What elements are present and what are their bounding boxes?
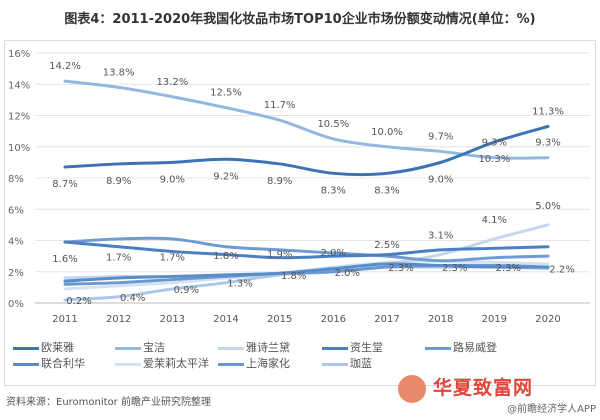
- legend-swatch: [322, 346, 348, 350]
- data-label: 8.9%: [106, 176, 131, 187]
- x-tick-label: 2019: [482, 314, 507, 325]
- y-tick-label: 4%: [8, 237, 24, 248]
- data-label: 8.3%: [374, 185, 399, 196]
- data-label: 13.2%: [156, 77, 188, 88]
- legend-swatch: [13, 362, 39, 366]
- data-label: 1.8%: [213, 251, 238, 262]
- watermark-logo-icon: [398, 375, 426, 403]
- x-tick-label: 2020: [535, 314, 560, 325]
- data-label: 14.2%: [49, 61, 81, 72]
- data-label: 9.0%: [428, 174, 453, 185]
- legend-swatch: [322, 362, 348, 366]
- series-line-3: [63, 240, 550, 260]
- data-label: 11.7%: [264, 100, 296, 111]
- y-tick-label: 0%: [8, 299, 24, 310]
- legend-item: 欧莱雅: [13, 341, 74, 355]
- y-tick-label: 10%: [8, 143, 30, 154]
- data-label: 9.2%: [213, 171, 238, 182]
- data-label: 0.9%: [174, 285, 199, 296]
- legend-swatch: [425, 346, 451, 350]
- data-label: 5.0%: [535, 201, 560, 212]
- y-tick-label: 8%: [8, 174, 24, 185]
- series-line-0: [63, 124, 550, 177]
- data-label: 1.3%: [227, 279, 252, 290]
- data-label: 8.7%: [52, 179, 77, 190]
- legend-item: 上海家化: [218, 357, 290, 371]
- legend-label: 雅诗兰黛: [246, 341, 290, 354]
- data-label: 10.3%: [478, 154, 510, 165]
- chart-frame: [4, 40, 596, 386]
- data-label: 1.7%: [106, 252, 131, 263]
- watermark-text: 华夏致富网: [433, 377, 534, 399]
- source-note: 资料来源：Euromonitor 前瞻产业研究院整理: [6, 397, 211, 408]
- legend-item: 宝洁: [115, 341, 165, 355]
- legend-item: 联合利华: [13, 357, 85, 371]
- legend-item: 资生堂: [322, 341, 383, 355]
- legend-label: 宝洁: [143, 341, 165, 354]
- data-label: 10.0%: [371, 127, 403, 138]
- legend-label: 爱茉莉太平洋: [143, 357, 209, 370]
- data-label: 2.3%: [388, 263, 413, 274]
- legend-label: 路易威登: [453, 341, 497, 354]
- legend-swatch: [218, 346, 244, 350]
- series-line-5: [63, 262, 550, 283]
- y-tick-label: 14%: [8, 80, 30, 91]
- legend-swatch: [115, 346, 141, 350]
- data-label: 4.1%: [482, 215, 507, 226]
- x-tick-label: 2014: [213, 314, 238, 325]
- legend-swatch: [218, 362, 244, 366]
- data-label: 9.0%: [160, 174, 185, 185]
- data-label: 10.5%: [317, 119, 349, 130]
- x-tick-label: 2018: [428, 314, 453, 325]
- data-label: 11.3%: [532, 106, 564, 117]
- data-label: 1.7%: [160, 252, 185, 263]
- data-label: 12.5%: [210, 88, 242, 99]
- data-label: 1.6%: [52, 254, 77, 265]
- data-label: 0.2%: [66, 296, 91, 307]
- series-line-1: [63, 79, 550, 160]
- legend-swatch: [13, 346, 39, 350]
- data-label: 9.7%: [428, 131, 453, 142]
- data-label: 2.0%: [335, 268, 360, 279]
- chart-title: 图表4：2011-2020年我国化妆品市场TOP10企业市场份额变动情况(单位：…: [64, 12, 536, 27]
- legend-item: 雅诗兰黛: [218, 341, 290, 355]
- y-tick-label: 6%: [8, 205, 24, 216]
- legend-item: 路易威登: [425, 341, 497, 355]
- x-tick-label: 2012: [106, 314, 131, 325]
- data-label: 9.3%: [535, 138, 560, 149]
- legend-item: 爱茉莉太平洋: [115, 357, 209, 371]
- legend-label: 联合利华: [41, 357, 85, 370]
- legend-item: 珈蓝: [322, 357, 372, 371]
- data-label: 1.9%: [267, 249, 292, 260]
- data-label: 8.9%: [267, 176, 292, 187]
- credit-note: @前瞻经济学人APP: [507, 404, 596, 415]
- legend-label: 珈蓝: [350, 357, 372, 370]
- x-tick-label: 2013: [160, 314, 185, 325]
- data-label: 3.1%: [428, 231, 453, 242]
- data-label: 2.0%: [321, 248, 346, 259]
- x-tick-label: 2015: [267, 314, 292, 325]
- data-label: 0.4%: [120, 293, 145, 304]
- legend-label: 上海家化: [246, 357, 290, 370]
- data-label: 2.5%: [374, 240, 399, 251]
- y-tick-label: 12%: [8, 112, 30, 123]
- data-label: 2.2%: [549, 265, 574, 276]
- x-tick-label: 2017: [374, 314, 399, 325]
- legend-label: 欧莱雅: [41, 341, 74, 354]
- x-tick-label: 2016: [321, 314, 346, 325]
- data-label: 13.8%: [103, 67, 135, 78]
- data-label: 8.3%: [321, 185, 346, 196]
- y-tick-label: 16%: [8, 49, 30, 60]
- legend-label: 资生堂: [350, 341, 383, 354]
- x-tick-label: 2011: [52, 314, 77, 325]
- data-label: 2.3%: [496, 263, 521, 274]
- legend-swatch: [115, 362, 141, 366]
- series-line-4: [63, 236, 550, 263]
- data-label: 2.3%: [442, 263, 467, 274]
- data-label: 1.8%: [281, 271, 306, 282]
- data-label: 9.3%: [482, 138, 507, 149]
- y-tick-label: 2%: [8, 268, 24, 279]
